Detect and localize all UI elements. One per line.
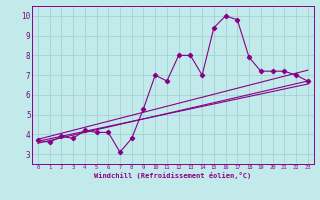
X-axis label: Windchill (Refroidissement éolien,°C): Windchill (Refroidissement éolien,°C) <box>94 172 252 179</box>
